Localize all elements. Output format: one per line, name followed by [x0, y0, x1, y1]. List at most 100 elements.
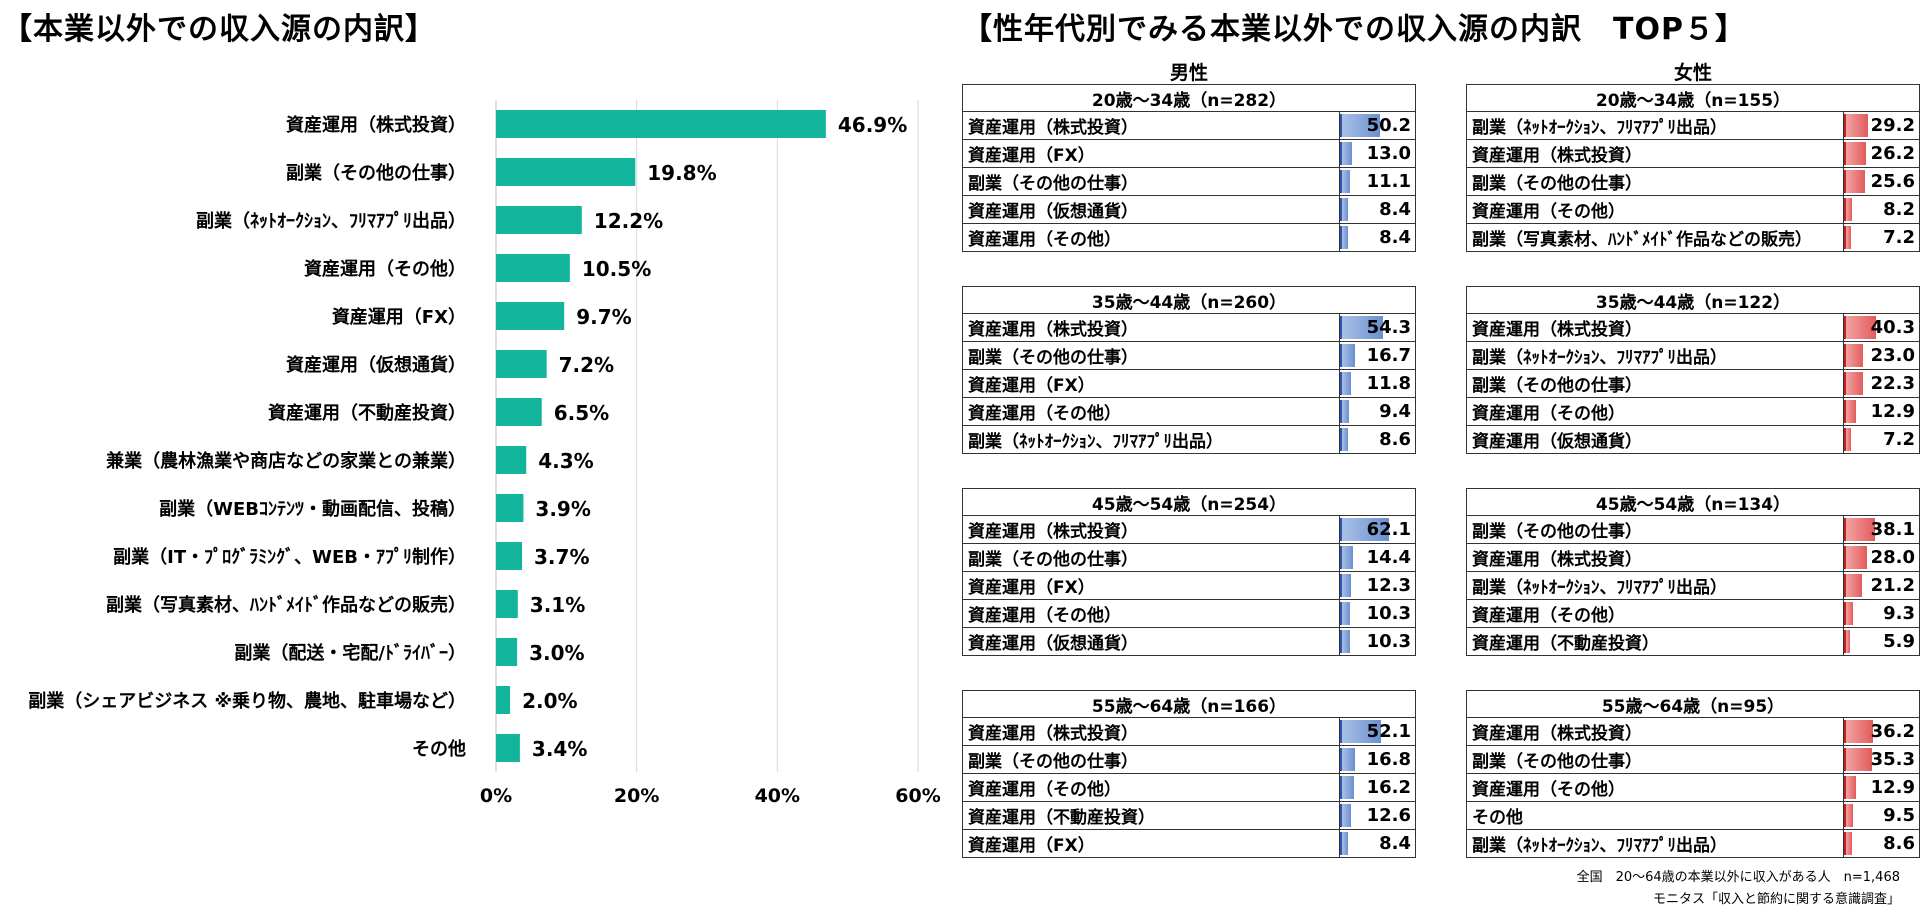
- table-header: 55歳～64歳（n=95）: [1466, 690, 1920, 718]
- row-value: 54.3: [1366, 317, 1411, 338]
- x-tick-label: 20%: [614, 785, 659, 807]
- table-row: 資産運用（FX） 12.3: [962, 571, 1416, 600]
- value-label: 3.9%: [535, 497, 590, 521]
- row-value-cell: 21.2: [1843, 571, 1920, 600]
- row-label: 資産運用（その他）: [1466, 599, 1844, 628]
- row-value-cell: 40.3: [1843, 313, 1920, 342]
- row-value: 50.2: [1366, 115, 1411, 136]
- row-value: 25.6: [1870, 171, 1915, 192]
- row-label: 副業（その他の仕事）: [962, 167, 1340, 196]
- row-value-cell: 8.6: [1842, 829, 1920, 858]
- row-label: 資産運用（FX）: [962, 571, 1340, 600]
- value-bar: [1844, 518, 1875, 541]
- table-header: 45歳～54歳（n=134）: [1466, 488, 1920, 516]
- value-bar: [1844, 316, 1877, 339]
- row-value: 40.3: [1870, 317, 1915, 338]
- table-row: 資産運用（その他） 9.4: [962, 397, 1416, 426]
- row-value: 7.2: [1883, 227, 1915, 248]
- category-label: 副業（写真素材、ﾊﾝﾄﾞﾒｲﾄﾞ作品などの販売）: [106, 594, 466, 616]
- row-value-cell: 8.4: [1339, 195, 1416, 224]
- row-value-cell: 11.1: [1339, 167, 1416, 196]
- value-bar: [1340, 316, 1383, 339]
- row-value-cell: 8.4: [1339, 829, 1416, 858]
- row-value-cell: 50.2: [1339, 111, 1416, 140]
- bar: [496, 206, 582, 234]
- row-label: 資産運用（FX）: [962, 139, 1340, 168]
- category-label: 兼業（農林漁業や商店などの家業との兼業）: [106, 450, 466, 472]
- table-row: 副業（その他の仕事） 16.8: [962, 745, 1416, 774]
- value-label: 3.4%: [532, 737, 587, 761]
- row-value-cell: 8.4: [1339, 223, 1416, 252]
- row-label: 副業（ﾈｯﾄｵｰｸｼｮﾝ、ﾌﾘﾏｱﾌﾟﾘ出品）: [962, 425, 1340, 454]
- value-bar: [1340, 114, 1380, 137]
- row-value: 26.2: [1870, 143, 1915, 164]
- table-row: 資産運用（株式投資） 40.3: [1466, 313, 1920, 342]
- female-table-0: 20歳～34歳（n=155） 副業（ﾈｯﾄｵｰｸｼｮﾝ、ﾌﾘﾏｱﾌﾟﾘ出品） 29.…: [1466, 84, 1920, 252]
- value-bar: [1340, 832, 1349, 855]
- row-value: 7.2: [1883, 429, 1915, 450]
- value-bar: [1844, 170, 1866, 193]
- female-table-2: 45歳～54歳（n=134） 副業（その他の仕事） 38.1 資産運用（株式投資） 28…: [1466, 488, 1920, 656]
- table-row: 資産運用（仮想通貨） 10.3: [962, 627, 1416, 656]
- row-value: 8.4: [1379, 227, 1411, 248]
- value-label: 4.3%: [538, 449, 593, 473]
- row-value-cell: 22.3: [1843, 369, 1920, 398]
- table-row: その他 9.5: [1466, 801, 1920, 830]
- category-label: 資産運用（FX）: [332, 306, 466, 328]
- value-label: 2.0%: [522, 689, 577, 713]
- row-label: 副業（その他の仕事）: [962, 341, 1340, 370]
- row-value: 52.1: [1366, 721, 1411, 742]
- x-tick-label: 0%: [480, 785, 512, 807]
- row-label: 資産運用（株式投資）: [962, 313, 1340, 342]
- value-bar: [1843, 776, 1856, 799]
- bar: [496, 686, 511, 714]
- row-value: 8.2: [1883, 199, 1915, 220]
- row-value-cell: 16.7: [1339, 341, 1416, 370]
- bar-chart: 0% 20% 40% 60% 資産運用（株式投資） 46.9% 副業（その他の仕事） 19.8…: [28, 100, 941, 807]
- value-bar: [1844, 114, 1868, 137]
- row-value: 9.5: [1883, 805, 1915, 826]
- row-value: 8.4: [1379, 199, 1411, 220]
- value-label: 46.9%: [838, 113, 907, 137]
- category-label: 副業（ﾈｯﾄｵｰｸｼｮﾝ、ﾌﾘﾏｱﾌﾟﾘ出品）: [196, 210, 466, 232]
- row-label: 資産運用（仮想通貨）: [962, 627, 1340, 656]
- row-label: 資産運用（株式投資）: [962, 717, 1340, 746]
- row-label: 副業（その他の仕事）: [1466, 369, 1844, 398]
- male-table-0: 20歳～34歳（n=282） 資産運用（株式投資） 50.2 資産運用（FX） 13.0…: [962, 84, 1416, 252]
- category-label: 副業（配送・宅配/ﾄﾞﾗｲﾊﾞｰ）: [234, 642, 466, 664]
- row-value: 23.0: [1870, 345, 1915, 366]
- row-value: 12.9: [1870, 401, 1915, 422]
- table-row: 資産運用（その他） 8.2: [1466, 195, 1920, 224]
- row-value-cell: 9.5: [1842, 801, 1920, 830]
- value-bar: [1843, 720, 1874, 743]
- category-label: 資産運用（不動産投資）: [268, 402, 466, 424]
- row-value: 12.3: [1366, 575, 1411, 596]
- table-header: 45歳～54歳（n=254）: [962, 488, 1416, 516]
- row-label: 副業（その他の仕事）: [962, 543, 1340, 572]
- row-value-cell: 38.1: [1843, 515, 1920, 544]
- row-value: 11.8: [1366, 373, 1411, 394]
- bar: [496, 158, 636, 186]
- table-row: 資産運用（その他） 9.3: [1466, 599, 1920, 628]
- value-bar: [1340, 574, 1352, 597]
- row-value-cell: 13.0: [1339, 139, 1416, 168]
- row-value-cell: 52.1: [1339, 717, 1416, 746]
- right-panel-title: 【性年代別でみる本業以外での収入源の内訳 TOP５】: [962, 12, 1746, 47]
- sample-note: 全国 20～64歳の本業以外に収入がある人 n=1,468: [1576, 870, 1900, 885]
- value-bar: [1340, 630, 1350, 653]
- female-label: 女性: [1673, 62, 1712, 84]
- row-label: 資産運用（その他）: [1466, 773, 1844, 802]
- row-value-cell: 5.9: [1843, 627, 1920, 656]
- row-label: 副業（その他の仕事）: [1466, 745, 1844, 774]
- value-bar: [1340, 170, 1351, 193]
- value-bar: [1844, 198, 1853, 221]
- table-row: 副業（ﾈｯﾄｵｰｸｼｮﾝ、ﾌﾘﾏｱﾌﾟﾘ出品） 29.2: [1466, 111, 1920, 140]
- value-label: 12.2%: [594, 209, 663, 233]
- row-label: 資産運用（仮想通貨）: [1466, 425, 1844, 454]
- value-bar: [1340, 776, 1355, 799]
- table-row: 資産運用（その他） 10.3: [962, 599, 1416, 628]
- value-bar: [1843, 804, 1854, 827]
- table-header: 35歳～44歳（n=122）: [1466, 286, 1920, 314]
- table-row: 副業（その他の仕事） 25.6: [1466, 167, 1920, 196]
- row-value-cell: 7.2: [1843, 425, 1920, 454]
